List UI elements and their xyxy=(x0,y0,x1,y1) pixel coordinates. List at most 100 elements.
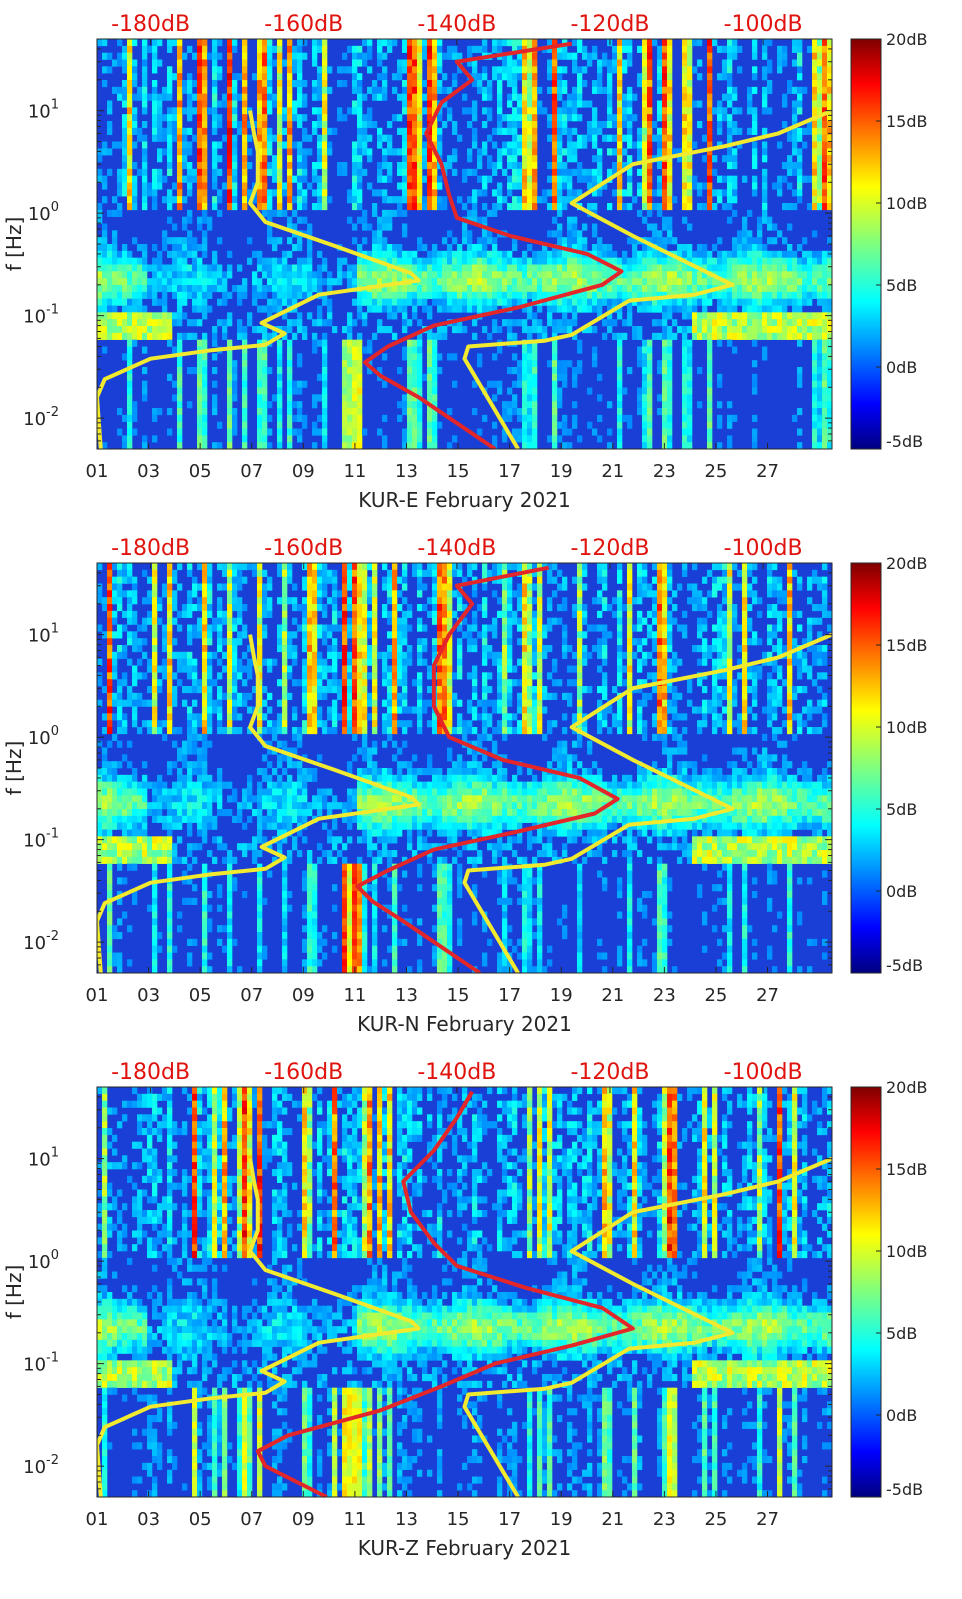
spectrogram-cell xyxy=(792,414,798,422)
spectrogram-cell xyxy=(477,353,483,361)
spectrogram-cell xyxy=(187,367,193,375)
spectrogram-cell xyxy=(687,298,693,306)
spectrogram-cell xyxy=(662,73,668,81)
spectrogram-cell xyxy=(562,373,568,381)
spectrogram-cell xyxy=(662,563,668,571)
spectrogram-cell xyxy=(262,435,268,443)
spectrogram-cell xyxy=(617,196,623,204)
spectrogram-cell xyxy=(522,257,528,265)
spectrogram-cell xyxy=(617,278,623,286)
spectrogram-cell xyxy=(657,360,663,368)
spectrogram-cell xyxy=(632,298,638,306)
spectrogram-cell xyxy=(512,182,518,190)
spectrogram-cell xyxy=(142,244,148,252)
spectrogram-cell xyxy=(387,168,393,176)
spectrogram-cell xyxy=(167,285,173,293)
spectrogram-cell xyxy=(682,182,688,190)
spectrogram-cell xyxy=(257,326,263,334)
spectrogram-cell xyxy=(827,401,833,409)
spectrogram-cell xyxy=(522,73,528,81)
spectrogram-cell xyxy=(647,250,653,258)
spectrogram-cell xyxy=(692,271,698,279)
spectrogram-cell xyxy=(157,107,163,115)
spectrogram-cell xyxy=(547,162,553,170)
spectrogram-cell xyxy=(117,298,123,306)
spectrogram-cell xyxy=(687,66,693,74)
spectrogram-cell xyxy=(197,39,203,47)
spectrogram-cell xyxy=(522,305,528,313)
spectrogram-cell xyxy=(822,175,828,183)
spectrogram-cell xyxy=(547,73,553,81)
spectrogram-cell xyxy=(267,127,273,135)
spectrogram-cell xyxy=(322,387,328,395)
spectrogram-cell xyxy=(277,100,283,108)
spectrogram-cell xyxy=(427,387,433,395)
spectrogram-cell xyxy=(512,237,518,245)
spectrogram-cell xyxy=(502,257,508,265)
spectrogram-cell xyxy=(647,380,653,388)
spectrogram-cell xyxy=(312,271,318,279)
spectrogram-cell xyxy=(477,237,483,245)
spectrogram-cell xyxy=(572,244,578,252)
spectrogram-cell xyxy=(822,257,828,265)
spectrogram-cell xyxy=(657,319,663,327)
spectrogram-cell xyxy=(662,114,668,122)
spectrogram-cell xyxy=(122,332,128,340)
spectrogram-cell xyxy=(812,107,818,115)
spectrogram-cell xyxy=(437,182,443,190)
spectrogram-cell xyxy=(707,107,713,115)
spectrogram-cell xyxy=(212,100,218,108)
spectrogram-cell xyxy=(782,332,788,340)
spectrogram-cell xyxy=(122,100,128,108)
spectrogram-cell xyxy=(727,264,733,272)
spectrogram-cell xyxy=(547,298,553,306)
spectrogram-cell xyxy=(637,127,643,135)
spectrogram-cell xyxy=(752,66,758,74)
spectrogram-cell xyxy=(352,223,358,231)
spectrogram-cell xyxy=(242,134,248,142)
spectrogram-cell xyxy=(432,563,438,571)
spectrogram-cell xyxy=(277,127,283,135)
spectrogram-cell xyxy=(242,394,248,402)
spectrogram-cell xyxy=(372,189,378,197)
spectrogram-cell xyxy=(102,52,108,60)
spectrogram-cell xyxy=(787,134,793,142)
spectrogram-cell xyxy=(767,66,773,74)
spectrogram-cell xyxy=(507,203,513,211)
spectrogram-cell xyxy=(352,435,358,443)
spectrogram-cell xyxy=(407,114,413,122)
spectrogram-cell xyxy=(292,414,298,422)
spectrogram-cell xyxy=(577,162,583,170)
spectrogram-cell xyxy=(702,134,708,142)
spectrogram-cell xyxy=(137,168,143,176)
spectrogram-cell xyxy=(572,312,578,320)
spectrogram-cell xyxy=(667,346,673,354)
spectrogram-cell xyxy=(497,80,503,88)
spectrogram-cell xyxy=(142,271,148,279)
spectrogram-cell xyxy=(287,326,293,334)
spectrogram-cell xyxy=(377,367,383,375)
spectrogram-cell xyxy=(817,264,823,272)
spectrogram-cell xyxy=(322,189,328,197)
spectrogram-cell xyxy=(417,387,423,395)
spectrogram-cell xyxy=(687,387,693,395)
spectrogram-cell xyxy=(672,278,678,286)
spectrogram-cell xyxy=(382,291,388,299)
spectrogram-cell xyxy=(192,305,198,313)
spectrogram-cell xyxy=(197,203,203,211)
spectrogram-cell xyxy=(427,148,433,156)
spectrogram-cell xyxy=(647,114,653,122)
spectrogram-cell xyxy=(707,80,713,88)
spectrogram-cell xyxy=(362,428,368,436)
spectrogram-cell xyxy=(637,408,643,416)
spectrogram-cell xyxy=(277,52,283,60)
spectrogram-cell xyxy=(397,209,403,217)
spectrogram-cell xyxy=(557,394,563,402)
spectrogram-cell xyxy=(277,442,283,450)
spectrogram-cell xyxy=(742,298,748,306)
spectrogram-cell xyxy=(132,278,138,286)
spectrogram-cell xyxy=(202,339,208,347)
spectrogram-cell xyxy=(762,155,768,163)
spectrogram-cell xyxy=(737,278,743,286)
spectrogram-cell xyxy=(257,134,263,142)
